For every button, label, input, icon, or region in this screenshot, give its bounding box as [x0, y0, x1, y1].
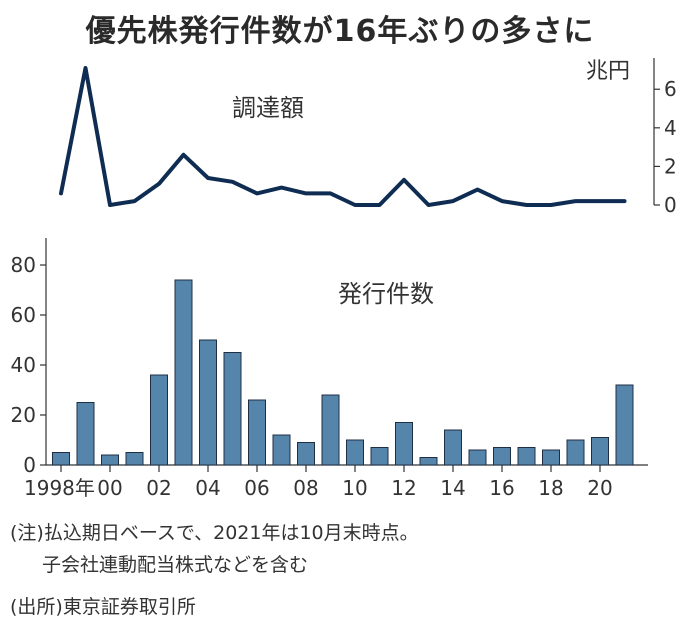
bar-2019 — [566, 439, 585, 466]
note-line-1: (注)払込期日ベースで、2021年は10月末時点。 — [10, 522, 419, 544]
bar-x-tick-label: 1998年 — [24, 476, 95, 500]
note-line-2: 子会社連動配当株式などを含む — [42, 554, 309, 576]
bar-x-tick-label: 14 — [440, 476, 465, 500]
bar-y-tick-label: 20 — [11, 403, 36, 427]
bar-2021 — [615, 384, 634, 466]
bar-x-tick-label: 00 — [97, 476, 122, 500]
bar-x-tick-label: 08 — [293, 476, 318, 500]
bar-2015 — [468, 449, 487, 466]
bar-x-tick-label: 18 — [538, 476, 563, 500]
line-chart-title: 調達額 — [232, 94, 304, 122]
bar-x-tick-label: 06 — [244, 476, 269, 500]
bar-2002 — [150, 374, 168, 466]
bar-2016 — [493, 447, 511, 466]
bar-2020 — [591, 437, 609, 466]
bar-x-tick-label: 04 — [195, 476, 220, 500]
bar-2010 — [346, 439, 364, 466]
bar-x-tick-label: 20 — [587, 476, 612, 500]
chart-title: 優先株発行件数が16年ぶりの多さに — [85, 14, 595, 49]
line-panel: 調達額 兆円 0 2 4 6 — [59, 58, 677, 217]
funding-amount-line — [59, 66, 627, 207]
bar-2008 — [297, 442, 315, 466]
line-y-tick-label: 6 — [664, 77, 677, 101]
bar-x-tick-label: 12 — [391, 476, 416, 500]
bar-2017 — [517, 447, 536, 466]
bar-2012 — [395, 422, 413, 466]
bar-y-tick-label: 80 — [11, 253, 36, 277]
bar-1998 — [52, 452, 70, 466]
bar-y-tick-label: 40 — [11, 353, 36, 377]
bar-x-tick-label: 02 — [146, 476, 171, 500]
bar-chart-title: 発行件数 — [338, 280, 434, 308]
bar-2005 — [223, 352, 242, 466]
bar-2011 — [370, 447, 389, 466]
bar-2009 — [321, 394, 340, 466]
bar-2001 — [125, 452, 144, 466]
bar-y-tick-label: 0 — [23, 453, 36, 477]
line-y-tick-label: 0 — [664, 193, 677, 217]
bar-y-tick-label: 60 — [11, 303, 36, 327]
bar-2014 — [444, 429, 462, 466]
source-note: (出所)東京証券取引所 — [10, 596, 196, 618]
bar-2013 — [419, 457, 438, 466]
bar-x-tick-label: 10 — [342, 476, 367, 500]
line-y-tick-label: 4 — [664, 116, 677, 140]
bar-2006 — [248, 399, 266, 466]
line-y-tick-label: 2 — [664, 154, 677, 178]
bar-2004 — [199, 339, 217, 466]
bar-x-tick-label: 16 — [489, 476, 514, 500]
bar-1999 — [76, 402, 95, 466]
line-unit-label: 兆円 — [586, 59, 630, 84]
bar-2007 — [272, 434, 291, 466]
bar-2003 — [174, 279, 193, 466]
bar-2018 — [542, 449, 560, 466]
bar-panel: 発行件数 0 20 40 60 80 1998年 00 02 04 06 08 10 12 14 16 18… — [11, 238, 648, 500]
bar-2000 — [101, 454, 119, 466]
